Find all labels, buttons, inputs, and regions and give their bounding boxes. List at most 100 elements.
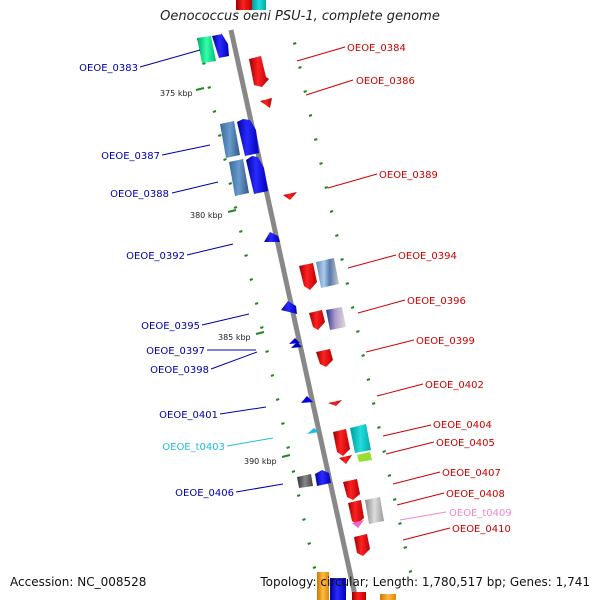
gene-label-0386[interactable]: OEOE_0386 bbox=[356, 76, 415, 87]
callout-line-t0403 bbox=[226, 437, 274, 447]
gene-label-0394[interactable]: OEOE_0394 bbox=[398, 251, 457, 262]
gene-feature-t0403 bbox=[307, 428, 319, 434]
gene-label-0408[interactable]: OEOE_0408 bbox=[446, 489, 505, 500]
grid-tick bbox=[303, 90, 308, 93]
gene-label-0383[interactable]: OEOE_0383 bbox=[79, 63, 138, 74]
callout-line-0396 bbox=[357, 299, 406, 314]
gene-label-0388[interactable]: OEOE_0388 bbox=[110, 189, 169, 200]
grid-tick bbox=[281, 422, 285, 425]
grid-tick bbox=[238, 230, 243, 233]
callout-line-0408 bbox=[396, 492, 445, 506]
gene-feature-0388a bbox=[229, 159, 249, 196]
callout-line-0404 bbox=[382, 424, 432, 437]
scale-labels: 375 kbp 380 kbp 385 kbp 390 kbp bbox=[160, 87, 291, 466]
grid-tick bbox=[298, 66, 302, 69]
gene-label-0399[interactable]: OEOE_0399 bbox=[416, 336, 475, 347]
callout-line-0405 bbox=[385, 441, 435, 455]
gene-label-0392[interactable]: OEOE_0392 bbox=[126, 251, 185, 262]
gene-feature-0402 bbox=[328, 400, 342, 406]
gene-label-0396[interactable]: OEOE_0396 bbox=[407, 296, 466, 307]
grid-tick bbox=[228, 182, 233, 185]
gene-feature-bottom-c bbox=[352, 592, 366, 600]
gene-label-t0409[interactable]: OEOE_t0409 bbox=[449, 508, 512, 519]
callout-line-0383 bbox=[139, 49, 201, 68]
gene-label-0401[interactable]: OEOE_0401 bbox=[159, 410, 218, 421]
gene-feature-0399 bbox=[316, 349, 333, 367]
gene-label-0384[interactable]: OEOE_0384 bbox=[347, 43, 406, 54]
grid-tick bbox=[265, 350, 269, 353]
callout-line-0406 bbox=[235, 483, 284, 493]
gene-label-0398[interactable]: OEOE_0398 bbox=[150, 365, 209, 376]
gene-label-0397[interactable]: OEOE_0397 bbox=[146, 346, 205, 357]
gene-feature-0398 bbox=[291, 342, 302, 348]
grid-tick bbox=[345, 282, 350, 285]
gene-feature-t0409 bbox=[352, 520, 364, 528]
grid-tick bbox=[319, 162, 323, 165]
grid-tick bbox=[387, 474, 392, 477]
gene-feature-0396a bbox=[309, 310, 325, 330]
gene-feature-0401 bbox=[301, 396, 313, 403]
callout-line-0398 bbox=[210, 351, 258, 370]
gene-feature-bottom-d bbox=[380, 594, 396, 600]
gene-feature-0383b bbox=[212, 31, 229, 58]
gene-feature-0396b bbox=[326, 307, 346, 330]
gene-feature-top-teal bbox=[252, 0, 266, 10]
scale-label-385: 385 kbp bbox=[218, 333, 251, 342]
scale-label-390: 390 kbp bbox=[244, 457, 277, 466]
grid-tick bbox=[334, 234, 339, 237]
grid-tick bbox=[392, 498, 397, 501]
gene-label-0406[interactable]: OEOE_0406 bbox=[175, 488, 234, 499]
grid-tick bbox=[212, 110, 217, 113]
grid-tick bbox=[329, 210, 334, 213]
callout-line-0387 bbox=[161, 144, 211, 156]
gene-feature-0408b bbox=[365, 497, 384, 524]
callout-line-0394 bbox=[347, 254, 397, 269]
gene-label-0405[interactable]: OEOE_0405 bbox=[436, 438, 495, 449]
callout-line-0384 bbox=[296, 46, 346, 62]
grid-tick bbox=[408, 570, 413, 573]
tick-marks bbox=[196, 38, 413, 573]
scale-label-380: 380 kbp bbox=[190, 211, 223, 220]
grid-tick bbox=[361, 354, 365, 357]
gene-feature-0388b bbox=[246, 156, 268, 194]
grid-tick bbox=[382, 450, 386, 453]
gene-label-t0403[interactable]: OEOE_t0403 bbox=[162, 442, 225, 453]
gene-label-0402[interactable]: OEOE_0402 bbox=[425, 380, 484, 391]
gene-feature-0384 bbox=[249, 56, 269, 87]
gene-feature-bottom-b bbox=[330, 578, 346, 600]
right-callout-lines bbox=[296, 46, 451, 541]
grid-tick bbox=[260, 326, 264, 329]
gene-feature-0386 bbox=[260, 98, 272, 108]
grid-tick bbox=[275, 398, 280, 401]
gene-feature-0407 bbox=[343, 479, 360, 500]
gene-label-0389[interactable]: OEOE_0389 bbox=[379, 170, 438, 181]
grid-tick bbox=[371, 402, 376, 405]
grid-tick bbox=[296, 494, 301, 497]
grid-tick bbox=[356, 330, 360, 333]
scale-tick-380 bbox=[227, 209, 237, 213]
topology-text: Topology: circular; Length: 1,780,517 bp… bbox=[260, 575, 590, 589]
callout-line-0401 bbox=[219, 406, 267, 415]
gene-label-0410[interactable]: OEOE_0410 bbox=[452, 524, 511, 535]
callout-line-0402 bbox=[376, 383, 424, 397]
grid-tick bbox=[340, 258, 344, 261]
grid-tick bbox=[223, 158, 227, 161]
grid-tick bbox=[350, 306, 355, 309]
callout-line-0399 bbox=[365, 339, 415, 353]
grid-tick bbox=[366, 378, 371, 381]
grid-tick bbox=[398, 522, 402, 525]
gene-label-0395[interactable]: OEOE_0395 bbox=[141, 321, 200, 332]
grid-tick bbox=[324, 186, 329, 189]
gene-feature-0384-top bbox=[236, 0, 252, 10]
grid-tick bbox=[217, 134, 222, 137]
grid-tick bbox=[292, 42, 297, 45]
gene-label-0387[interactable]: OEOE_0387 bbox=[101, 151, 160, 162]
gene-label-0404[interactable]: OEOE_0404 bbox=[433, 420, 492, 431]
grid-tick bbox=[233, 206, 238, 209]
gene-label-0407[interactable]: OEOE_0407 bbox=[442, 468, 501, 479]
callout-line-0392 bbox=[186, 243, 234, 256]
grid-tick bbox=[403, 546, 408, 549]
grid-tick bbox=[291, 470, 296, 473]
